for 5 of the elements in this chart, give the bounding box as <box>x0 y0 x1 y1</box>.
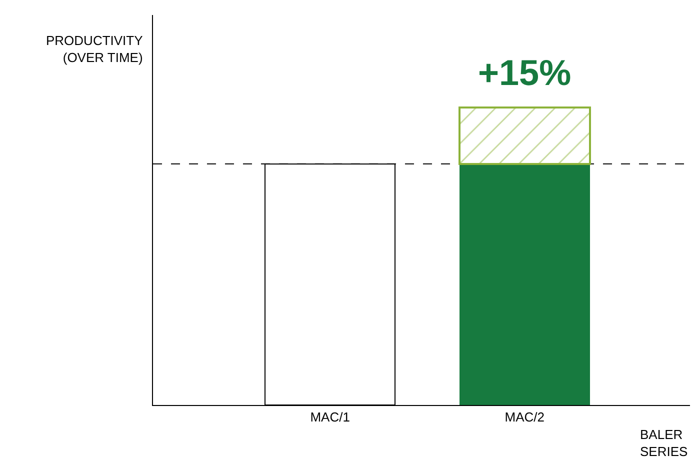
x-tick-label: MAC/1 <box>310 410 350 425</box>
x-axis-title: BALER SERIES <box>640 427 688 459</box>
annotation: +15% <box>478 52 572 93</box>
y-axis-title: PRODUCTIVITY (OVER TIME) <box>46 33 144 65</box>
x-tick-label: MAC/2 <box>504 410 544 425</box>
